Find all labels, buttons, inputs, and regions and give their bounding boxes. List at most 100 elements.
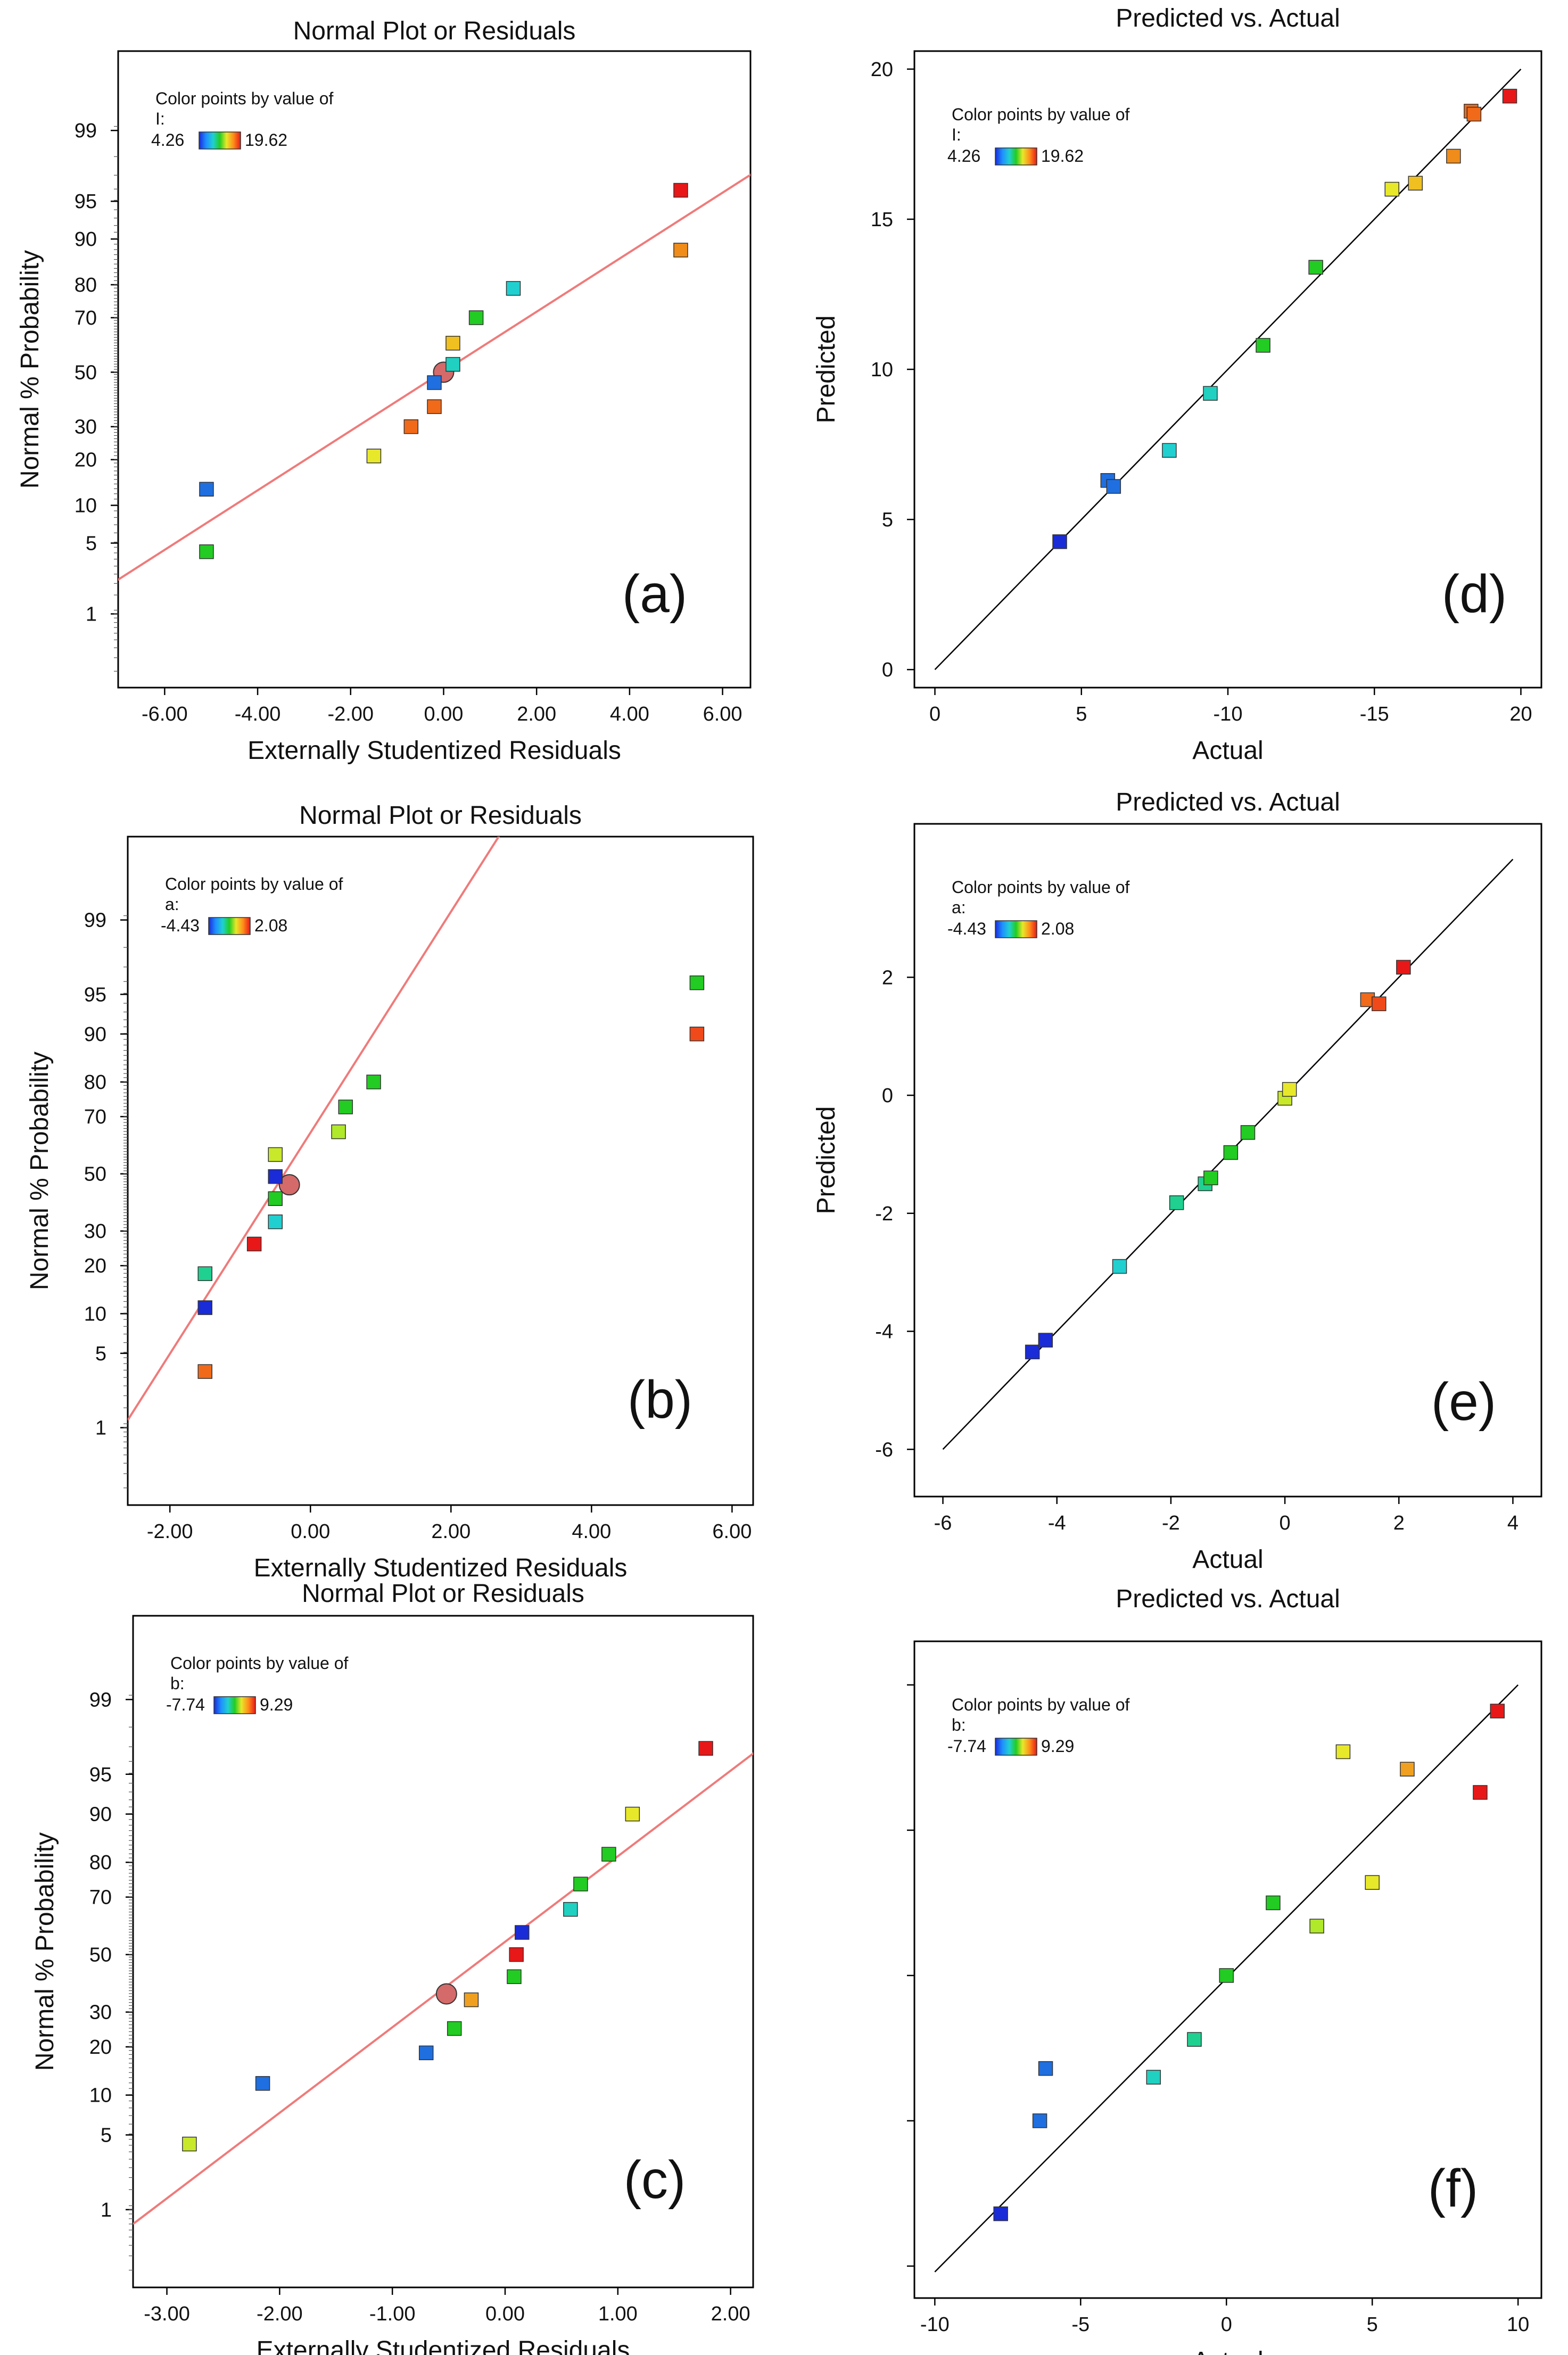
legend-variable: a:: [952, 898, 966, 917]
y-tick-label: 70: [75, 307, 97, 329]
legend-title: Color points by value of: [165, 874, 343, 894]
legend-min: 4.26: [947, 146, 980, 166]
data-point: [1396, 960, 1411, 975]
y-tick-label: 1: [101, 2199, 112, 2221]
y-tick-label: 5: [86, 532, 97, 555]
y-tick-label: 5: [101, 2124, 112, 2146]
y-tick-label: 99: [84, 910, 106, 932]
data-point: [1256, 338, 1270, 353]
x-tick-label: 0: [1221, 2313, 1232, 2336]
data-point: [255, 2076, 270, 2091]
legend-title: Color points by value of: [170, 1654, 349, 1673]
data-point: [1203, 1170, 1218, 1186]
y-tick-label: 80: [84, 1071, 106, 1094]
data-point: [673, 183, 688, 198]
x-tick-label: 4: [1507, 1512, 1519, 1534]
x-tick-label: 5: [1076, 703, 1087, 725]
y-tick-label: -2: [875, 1203, 893, 1225]
chart-panel-6: Predicted vs. Actual -10 -5 0 5 10 Actual Color…: [907, 1585, 1542, 2355]
data-point: [268, 1191, 283, 1206]
data-point: [268, 1147, 283, 1162]
data-point: [1335, 1744, 1351, 1759]
chart-title: Normal Plot or Residuals: [293, 17, 576, 45]
legend-min: -7.74: [166, 1695, 205, 1714]
x-tick-label: 2: [1393, 1512, 1405, 1534]
x-axis-title: Externally Studentized Residuals: [254, 1554, 628, 1582]
y-tick-label: 20: [84, 1255, 106, 1277]
data-point: [182, 2136, 197, 2152]
legend-min: 4.26: [151, 130, 184, 150]
y-tick-label: 95: [89, 1764, 112, 1786]
x-tick-label: 2.00: [711, 2303, 750, 2325]
legend-min: -7.74: [947, 1737, 986, 1756]
data-point: [1490, 1704, 1505, 1718]
chart-panel-1: Normal Plot or Residuals -6.00 -4.00 -2.00 0…: [16, 17, 752, 765]
x-tick-label: -2.00: [327, 703, 374, 725]
data-point: [1372, 996, 1387, 1011]
y-tick-label: 90: [84, 1023, 106, 1046]
y-tick-label: 10: [84, 1303, 106, 1325]
y-tick-label: -4: [875, 1321, 893, 1343]
x-tick-label: 0: [929, 703, 940, 725]
y-tick-label: 90: [75, 228, 97, 251]
panel-label: (e): [1431, 1372, 1496, 1432]
x-tick-label: 2.00: [517, 703, 556, 725]
y-tick-label: 2: [882, 966, 893, 989]
x-axis-title: Actual: [1192, 2347, 1263, 2355]
colorbar: [995, 147, 1037, 166]
data-point: [1169, 1195, 1184, 1210]
data-point: [1502, 88, 1517, 104]
x-tick-label: 0.00: [291, 1521, 330, 1543]
y-tick-label: 80: [75, 274, 97, 296]
data-point: [1203, 386, 1218, 401]
data-point: [1466, 106, 1482, 122]
data-point: [1025, 1344, 1040, 1360]
colorbar: [995, 920, 1037, 938]
legend-max: 2.08: [1041, 919, 1074, 938]
y-tick-label: 80: [89, 1852, 112, 1874]
x-tick-label: 20: [1509, 703, 1532, 725]
data-point: [689, 1027, 705, 1042]
x-tick-label: -5: [1071, 2313, 1090, 2336]
x-tick-label: -3.00: [144, 2303, 190, 2325]
data-point: [1162, 443, 1177, 458]
legend-max: 19.62: [245, 130, 287, 150]
data-point: [689, 975, 705, 990]
data-point: [1187, 2032, 1202, 2047]
y-tick-label: 30: [75, 416, 97, 439]
x-tick-label: 6.00: [712, 1521, 752, 1543]
colorbar: [995, 1738, 1037, 1756]
y-tick-label: 90: [89, 1804, 112, 1826]
legend-max: 9.29: [1041, 1737, 1074, 1756]
y-axis-title: Normal % Probability: [26, 1052, 54, 1290]
data-point: [199, 482, 214, 497]
legend-variable: b:: [170, 1674, 185, 1693]
data-point: [1219, 1968, 1234, 1983]
data-point: [197, 1266, 212, 1282]
legend-variable: I:: [155, 109, 165, 128]
data-point: [447, 2021, 462, 2036]
chart-panel-5: Normal Plot or Residuals -3.00 -2.00 -1.00 0…: [31, 1580, 754, 2355]
y-tick-label: 70: [89, 1887, 112, 1909]
data-point: [268, 1214, 283, 1229]
panel-label: (a): [622, 564, 687, 624]
data-point: [1400, 1762, 1415, 1776]
data-point: [1146, 2070, 1161, 2085]
data-point: [573, 1877, 588, 1891]
y-tick-label: -6: [875, 1439, 893, 1461]
y-tick-label: 50: [89, 1944, 112, 1966]
chart-panel-3: Normal Plot or Residuals -2.00 0.00 2.00 4.0…: [26, 801, 754, 1582]
data-point: [246, 1236, 262, 1252]
x-axis-title: Externally Studentized Residuals: [247, 737, 621, 765]
data-point: [1408, 176, 1423, 191]
data-point: [445, 357, 460, 372]
colorbar: [208, 917, 251, 935]
data-point: [197, 1300, 212, 1315]
legend-variable: a:: [165, 895, 179, 914]
data-point: [625, 1806, 640, 1822]
legend-variable: b:: [952, 1715, 966, 1734]
center-marker: [435, 1983, 457, 2005]
chart-title: Predicted vs. Actual: [1116, 788, 1340, 816]
chart-title: Predicted vs. Actual: [1116, 1585, 1340, 1613]
y-tick-label: 15: [871, 209, 893, 231]
